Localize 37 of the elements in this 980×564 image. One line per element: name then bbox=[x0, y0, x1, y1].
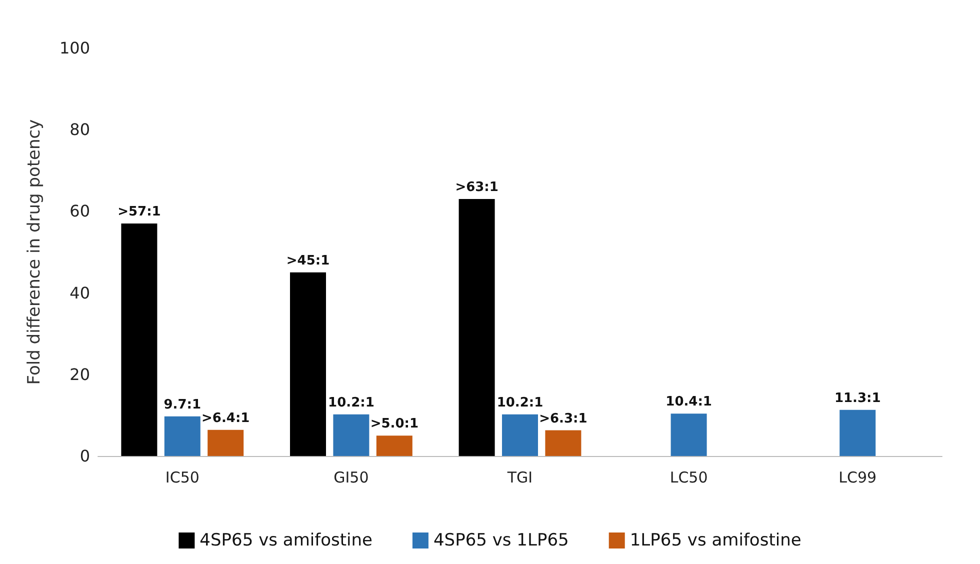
data-label: 10.2:1 bbox=[496, 395, 544, 410]
bar bbox=[840, 410, 876, 456]
data-label: >45:1 bbox=[286, 253, 330, 268]
data-label: 10.4:1 bbox=[666, 394, 712, 410]
data-label: >6.4:1 bbox=[202, 410, 250, 426]
x-tick-label: TGI bbox=[506, 468, 533, 486]
data-label: >5.0:1 bbox=[370, 416, 418, 432]
data-label: >57:1 bbox=[118, 204, 161, 220]
data-label: 10.2:1 bbox=[328, 395, 374, 410]
y-tick-label: 60 bbox=[70, 202, 90, 221]
bar bbox=[458, 198, 495, 456]
bar bbox=[502, 414, 538, 456]
y-tick-label: 40 bbox=[70, 283, 90, 302]
data-label: 9.7:1 bbox=[164, 397, 202, 412]
legend-label: 4SP65 vs 1LP65 bbox=[433, 530, 569, 550]
x-tick-label: LC50 bbox=[670, 468, 708, 486]
x-tick-label: GI50 bbox=[334, 468, 369, 486]
data-label: >6.3:1 bbox=[539, 411, 588, 426]
bar bbox=[290, 272, 326, 456]
y-tick-label: 100 bbox=[59, 38, 90, 58]
bar bbox=[121, 223, 158, 456]
data-label: >63:1 bbox=[455, 180, 498, 195]
bar bbox=[208, 430, 244, 456]
legend-label: 1LP65 vs amifostine bbox=[630, 530, 802, 550]
y-tick-label: 0 bbox=[80, 446, 90, 466]
x-tick-label: IC50 bbox=[165, 468, 200, 486]
bar bbox=[333, 414, 370, 456]
bar bbox=[164, 416, 200, 456]
bar bbox=[376, 436, 412, 456]
y-tick-label: 20 bbox=[70, 364, 90, 384]
data-label: 11.3:1 bbox=[834, 390, 881, 406]
y-axis-title: Fold difference in drug potency bbox=[24, 119, 44, 385]
bar bbox=[545, 430, 582, 456]
legend-label: 4SP65 vs amifostine bbox=[200, 530, 372, 550]
x-tick-label: LC99 bbox=[838, 468, 877, 486]
bar bbox=[670, 414, 707, 456]
y-tick-label: 80 bbox=[70, 120, 90, 140]
